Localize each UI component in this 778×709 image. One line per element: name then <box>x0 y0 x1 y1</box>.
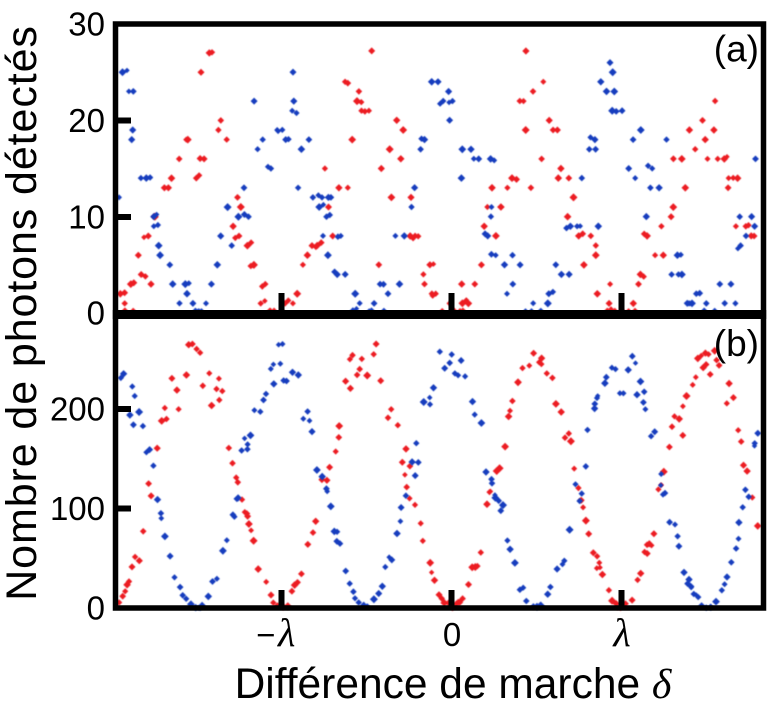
svg-text:−λ: −λ <box>256 610 298 655</box>
svg-text:200: 200 <box>50 391 105 428</box>
svg-text:100: 100 <box>50 490 105 527</box>
svg-text:(a): (a) <box>714 29 759 70</box>
svg-text:30: 30 <box>68 6 105 43</box>
svg-text:10: 10 <box>68 199 105 236</box>
svg-text:20: 20 <box>68 102 105 139</box>
svg-text:(b): (b) <box>714 323 759 364</box>
svg-text:λ: λ <box>612 610 630 655</box>
svg-text:Nombre de photons détectés: Nombre de photons détectés <box>0 25 46 601</box>
svg-text:0: 0 <box>443 616 461 653</box>
svg-text:Différence de marche δ: Différence de marche δ <box>235 661 673 708</box>
svg-text:0: 0 <box>87 590 105 627</box>
svg-text:0: 0 <box>87 295 105 332</box>
